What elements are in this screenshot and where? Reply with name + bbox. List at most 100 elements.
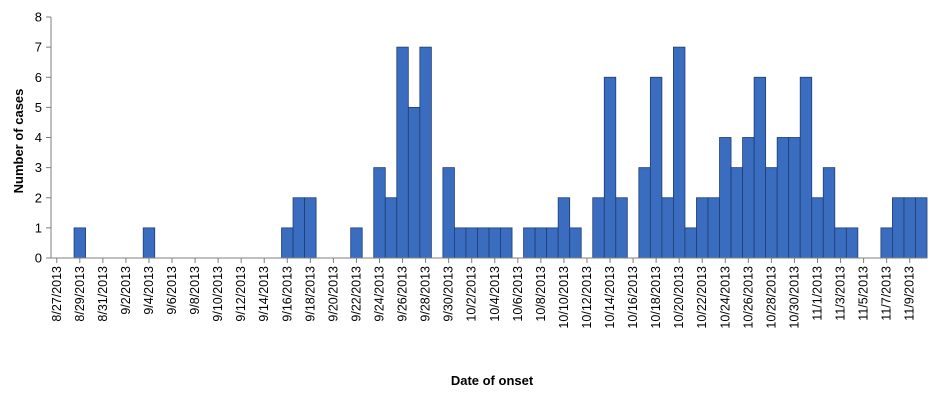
x-tick-label: 11/9/2013 [903, 266, 917, 321]
bar-8/29/2013 [73, 227, 86, 259]
x-tick-label: 9/12/2013 [234, 266, 248, 322]
bar-10/19/2013 [661, 197, 674, 259]
bar-10/2/2013 [465, 227, 478, 259]
bar-10/23/2013 [707, 197, 720, 259]
bar-11/2/2013 [822, 167, 836, 259]
x-tick-label: 9/30/2013 [442, 266, 456, 322]
y-tick-label: 4 [35, 130, 42, 145]
y-tick-label: 3 [35, 160, 42, 175]
bar-10/7/2013 [523, 227, 536, 259]
bar-11/4/2013 [845, 227, 859, 259]
x-tick-label: 10/22/2013 [695, 266, 709, 329]
y-tick-label: 2 [35, 190, 42, 205]
bar-9/4/2013 [142, 227, 156, 259]
x-tick-label: 10/24/2013 [718, 266, 732, 329]
bar-10/17/2013 [638, 167, 651, 259]
x-tick-label: 8/27/2013 [50, 266, 64, 322]
bar-10/28/2013 [765, 167, 778, 259]
x-tick-label: 9/10/2013 [211, 266, 225, 322]
bar-9/16/2013 [281, 227, 294, 259]
bar-10/4/2013 [488, 227, 501, 259]
bar-11/3/2013 [834, 227, 847, 259]
x-tick-label: 9/4/2013 [142, 266, 156, 315]
bar-10/31/2013 [799, 76, 813, 259]
x-tick-label: 10/18/2013 [649, 266, 663, 329]
bar-10/5/2013 [500, 227, 513, 259]
y-tick-label: 8 [35, 10, 42, 25]
bar-11/7/2013 [880, 227, 893, 259]
bar-10/3/2013 [477, 227, 490, 259]
bar-10/22/2013 [696, 197, 709, 259]
bar-10/14/2013 [603, 76, 617, 259]
x-tick-label: 9/22/2013 [349, 266, 363, 322]
x-tick-label: 9/2/2013 [119, 266, 133, 315]
y-tick-label: 6 [35, 70, 42, 85]
bar-11/8/2013 [892, 197, 905, 259]
x-axis-title: Date of onset [451, 373, 534, 388]
x-tick-label: 10/10/2013 [557, 266, 571, 329]
bar-10/30/2013 [788, 137, 801, 259]
bar-11/9/2013 [903, 197, 916, 259]
x-tick-label: 10/6/2013 [511, 266, 525, 322]
bar-11/10/2013 [915, 197, 928, 259]
y-tick-label: 1 [35, 220, 42, 235]
x-tick-label: 8/31/2013 [96, 266, 110, 322]
x-axis-ticks: 8/27/2013 8/29/2013 8/31/2013 9/2/2013 9/4/2… [50, 258, 917, 329]
bar-10/10/2013 [557, 197, 571, 259]
bar-10/8/2013 [534, 227, 548, 259]
bar-10/11/2013 [569, 227, 582, 259]
bar-9/26/2013 [396, 46, 409, 259]
x-tick-label: 10/14/2013 [603, 266, 617, 329]
x-tick-label: 10/8/2013 [534, 266, 548, 322]
x-tick-label: 10/2/2013 [465, 266, 479, 322]
bar-10/25/2013 [730, 167, 743, 259]
x-tick-label: 10/20/2013 [672, 266, 686, 329]
x-tick-label: 11/1/2013 [811, 266, 825, 321]
x-tick-label: 11/5/2013 [857, 266, 871, 321]
x-tick-label: 9/28/2013 [419, 266, 433, 322]
x-tick-label: 9/18/2013 [303, 266, 317, 322]
bar-9/17/2013 [292, 197, 305, 259]
x-tick-label: 9/8/2013 [188, 266, 202, 315]
bar-11/1/2013 [811, 197, 824, 259]
x-tick-label: 10/30/2013 [787, 266, 801, 329]
bar-10/24/2013 [719, 137, 732, 259]
bar-10/21/2013 [684, 227, 697, 259]
bar-10/29/2013 [776, 137, 790, 259]
bar-10/27/2013 [753, 76, 767, 259]
bar-9/18/2013 [304, 197, 317, 259]
bars-group [73, 46, 928, 259]
bar-10/13/2013 [592, 197, 605, 259]
bar-9/22/2013 [350, 227, 363, 259]
bar-10/18/2013 [649, 76, 663, 259]
x-tick-label: 11/7/2013 [880, 266, 894, 321]
x-tick-label: 11/3/2013 [834, 266, 848, 321]
bar-9/30/2013 [442, 167, 455, 259]
bar-10/9/2013 [546, 227, 559, 259]
bar-9/27/2013 [407, 106, 421, 259]
bar-9/25/2013 [384, 197, 398, 259]
x-tick-label: 9/14/2013 [257, 266, 271, 322]
bar-10/15/2013 [615, 197, 628, 259]
bar-10/1/2013 [454, 227, 467, 259]
y-tick-label: 7 [35, 40, 42, 55]
bar-9/28/2013 [419, 46, 432, 259]
x-tick-label: 10/4/2013 [488, 266, 502, 322]
x-tick-label: 10/28/2013 [764, 266, 778, 329]
x-tick-label: 10/12/2013 [580, 266, 594, 329]
x-tick-label: 10/26/2013 [741, 266, 755, 329]
x-tick-label: 9/6/2013 [165, 266, 179, 315]
x-tick-label: 9/24/2013 [373, 266, 387, 322]
y-tick-label: 0 [35, 251, 42, 266]
y-axis-ticks: 0 1 2 3 4 5 6 7 8 [35, 10, 51, 266]
bar-9/24/2013 [373, 167, 386, 259]
y-tick-label: 5 [35, 100, 42, 115]
bar-10/26/2013 [742, 137, 755, 259]
x-tick-label: 8/29/2013 [73, 266, 87, 322]
x-tick-label: 9/16/2013 [280, 266, 294, 322]
x-tick-label: 10/16/2013 [626, 266, 640, 329]
x-tick-label: 9/26/2013 [396, 266, 410, 322]
y-axis-title: Number of cases [11, 89, 26, 194]
